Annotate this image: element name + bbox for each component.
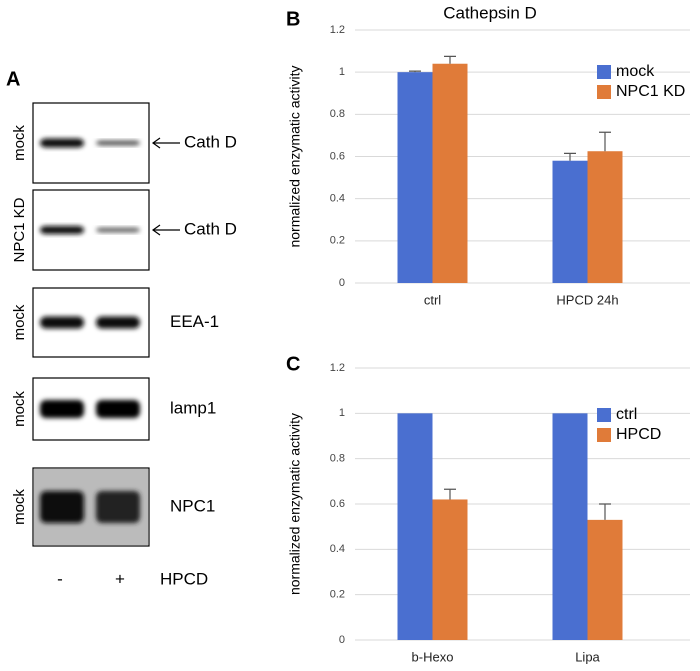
bar — [432, 499, 468, 640]
protein-label: lamp1 — [170, 398, 216, 417]
blot-band — [96, 227, 140, 233]
bar — [397, 72, 433, 284]
error-bar — [599, 503, 611, 520]
blot-band — [96, 491, 140, 523]
legend-swatch — [597, 85, 611, 99]
lane-label: + — [115, 569, 125, 588]
y-tick-label: 0.8 — [330, 453, 345, 465]
y-tick-label: 0 — [339, 277, 345, 289]
treatment-label: HPCD — [160, 569, 208, 588]
legend-swatch — [597, 428, 611, 442]
legend-label: HPCD — [616, 426, 661, 443]
error-bar — [564, 152, 576, 161]
x-tick-label: b-Hexo — [412, 649, 454, 664]
sample-label: mock — [11, 304, 28, 340]
bar — [552, 413, 588, 640]
x-tick-label: HPCD 24h — [556, 292, 618, 307]
protein-label: Cath D — [184, 219, 237, 238]
y-tick-label: 1 — [339, 407, 345, 419]
legend-swatch — [597, 65, 611, 79]
arrow-head — [151, 224, 161, 236]
y-tick-label: 0.6 — [330, 150, 345, 162]
y-tick-label: 1.2 — [330, 24, 345, 36]
legend-label: NPC1 KD — [616, 83, 685, 100]
blot-band — [40, 491, 84, 523]
y-axis-label: normalized enzymatic activity — [287, 65, 303, 247]
y-tick-label: 0.4 — [330, 543, 345, 555]
y-tick-label: 1 — [339, 66, 345, 78]
arrow-head — [151, 137, 161, 149]
blot-band — [40, 400, 84, 418]
panel-label: B — [286, 8, 300, 30]
error-bar — [444, 55, 456, 64]
y-tick-label: 0.2 — [330, 589, 345, 601]
protein-label: Cath D — [184, 132, 237, 151]
error-bar — [444, 488, 456, 500]
y-tick-label: 0.2 — [330, 235, 345, 247]
bar — [397, 413, 433, 640]
legend-swatch — [597, 408, 611, 422]
blot-band — [96, 400, 140, 418]
blot-band — [96, 140, 140, 146]
y-tick-label: 0.4 — [330, 193, 345, 205]
error-bar — [409, 70, 421, 73]
x-tick-label: ctrl — [424, 292, 441, 307]
blot-band — [96, 316, 140, 329]
y-tick-label: 1.2 — [330, 362, 345, 374]
bar — [552, 160, 588, 283]
y-tick-label: 0 — [339, 634, 345, 646]
y-tick-label: 0.8 — [330, 108, 345, 120]
sample-label: NPC1 KD — [11, 197, 28, 262]
protein-label: EEA-1 — [170, 312, 219, 331]
panel-label: C — [286, 353, 300, 375]
protein-label: NPC1 — [170, 496, 215, 515]
blot-band — [40, 226, 84, 234]
chart-title: Cathepsin D — [443, 3, 537, 22]
sample-label: mock — [11, 391, 28, 427]
bar — [587, 519, 623, 640]
sample-label: mock — [11, 125, 28, 161]
legend-label: ctrl — [616, 406, 637, 423]
bar — [587, 151, 623, 283]
error-bar — [599, 131, 611, 152]
x-tick-label: Lipa — [575, 649, 600, 664]
bar — [432, 63, 468, 283]
blot-band — [40, 138, 84, 148]
y-tick-label: 0.6 — [330, 498, 345, 510]
legend-label: mock — [616, 63, 655, 80]
lane-label: - — [57, 569, 63, 588]
y-axis-label: normalized enzymatic activity — [287, 413, 303, 595]
panel-label: A — [6, 68, 20, 90]
blot-band — [40, 316, 84, 329]
sample-label: mock — [11, 489, 28, 525]
